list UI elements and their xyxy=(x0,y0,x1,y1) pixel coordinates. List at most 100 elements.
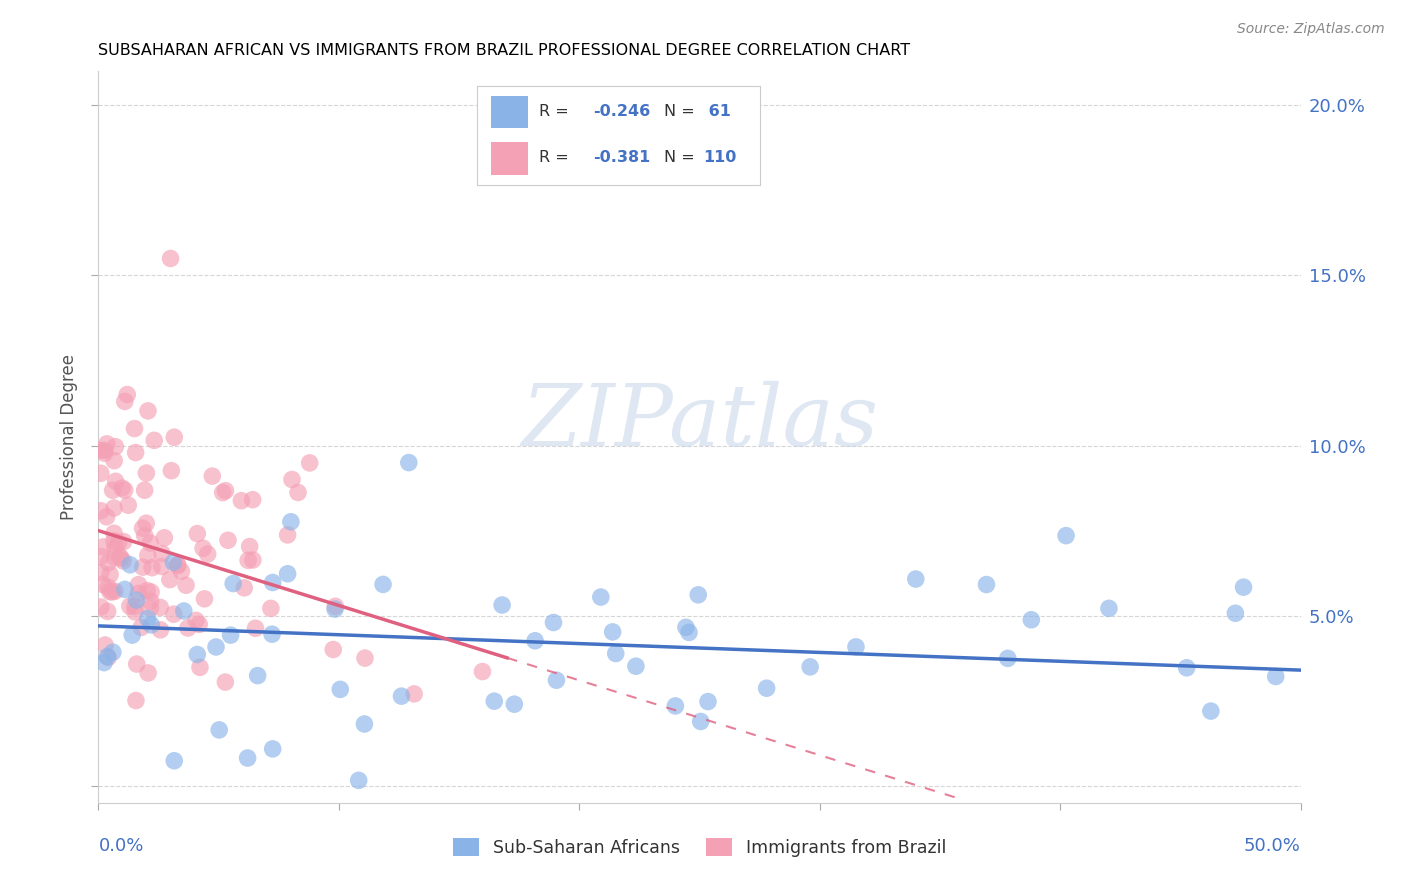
Point xyxy=(799,660,821,674)
Point xyxy=(1199,704,1222,718)
Point xyxy=(262,742,284,756)
Point xyxy=(134,529,156,543)
Point xyxy=(90,467,112,481)
Point xyxy=(128,577,150,591)
Point xyxy=(174,578,197,592)
Point xyxy=(139,585,162,599)
Point xyxy=(96,509,118,524)
Point xyxy=(114,582,136,597)
Point xyxy=(262,575,284,590)
Point xyxy=(605,647,627,661)
Point xyxy=(93,656,115,670)
Point xyxy=(186,648,208,662)
Point xyxy=(136,404,159,418)
Point xyxy=(121,628,143,642)
Point xyxy=(103,533,125,548)
Point xyxy=(93,443,115,458)
Point xyxy=(503,697,526,711)
Point xyxy=(98,567,121,582)
Point xyxy=(139,601,162,615)
Point xyxy=(214,483,236,498)
Point xyxy=(546,673,568,688)
Point xyxy=(135,516,157,531)
Point xyxy=(471,665,494,679)
Point xyxy=(114,394,136,409)
Point xyxy=(689,714,711,729)
Point xyxy=(125,657,148,671)
Point xyxy=(91,577,114,591)
Point xyxy=(1021,613,1043,627)
Point xyxy=(371,577,394,591)
Point xyxy=(242,553,264,567)
Point xyxy=(188,617,211,632)
Point xyxy=(114,483,136,498)
Point xyxy=(101,645,124,659)
Point xyxy=(104,440,127,454)
Point xyxy=(281,473,304,487)
Point xyxy=(139,536,162,550)
Point xyxy=(141,560,163,574)
Point xyxy=(236,553,259,567)
Point xyxy=(101,483,124,498)
Point xyxy=(211,485,233,500)
Point xyxy=(103,453,125,467)
Point xyxy=(90,504,112,518)
Point xyxy=(246,668,269,682)
Point xyxy=(131,521,153,535)
Point xyxy=(101,585,124,599)
Point xyxy=(120,558,142,572)
Point xyxy=(231,493,253,508)
Point xyxy=(124,445,146,459)
Point xyxy=(1175,661,1198,675)
Point xyxy=(214,675,236,690)
Point xyxy=(159,252,181,266)
Point xyxy=(589,590,612,604)
Point xyxy=(112,534,135,549)
Point xyxy=(1054,528,1077,542)
Point xyxy=(107,535,129,549)
Point xyxy=(277,528,299,542)
Point xyxy=(675,620,697,634)
Point xyxy=(484,694,506,708)
Point xyxy=(132,560,155,574)
Point xyxy=(139,594,162,608)
Point xyxy=(208,723,231,737)
Point xyxy=(217,533,239,548)
Point xyxy=(191,541,214,556)
Point xyxy=(90,566,112,580)
Point xyxy=(491,598,513,612)
Point xyxy=(1098,601,1121,615)
Point xyxy=(110,551,132,566)
Point xyxy=(96,437,118,451)
Point xyxy=(117,498,139,512)
Point xyxy=(186,526,208,541)
Point xyxy=(219,628,242,642)
Point xyxy=(136,549,159,563)
Text: SUBSAHARAN AFRICAN VS IMMIGRANTS FROM BRAZIL PROFESSIONAL DEGREE CORRELATION CHA: SUBSAHARAN AFRICAN VS IMMIGRANTS FROM BR… xyxy=(98,43,911,58)
Point xyxy=(90,600,112,615)
Point xyxy=(104,475,127,489)
Point xyxy=(543,615,565,630)
Point xyxy=(197,547,219,561)
Point xyxy=(976,577,998,591)
Point xyxy=(97,580,120,594)
Point xyxy=(904,572,927,586)
Point xyxy=(118,599,141,614)
Point xyxy=(277,566,299,581)
Point xyxy=(104,584,127,599)
Point xyxy=(136,611,159,625)
Point xyxy=(135,466,157,480)
Point xyxy=(166,558,188,572)
Text: Source: ZipAtlas.com: Source: ZipAtlas.com xyxy=(1237,22,1385,37)
Point xyxy=(354,651,377,665)
Point xyxy=(163,754,186,768)
Point xyxy=(624,659,647,673)
Point xyxy=(97,604,120,618)
Point xyxy=(162,555,184,569)
Point xyxy=(524,633,547,648)
Point xyxy=(325,599,347,614)
Point xyxy=(664,698,686,713)
Point xyxy=(236,751,259,765)
Text: 50.0%: 50.0% xyxy=(1244,837,1301,855)
Point xyxy=(177,621,200,635)
